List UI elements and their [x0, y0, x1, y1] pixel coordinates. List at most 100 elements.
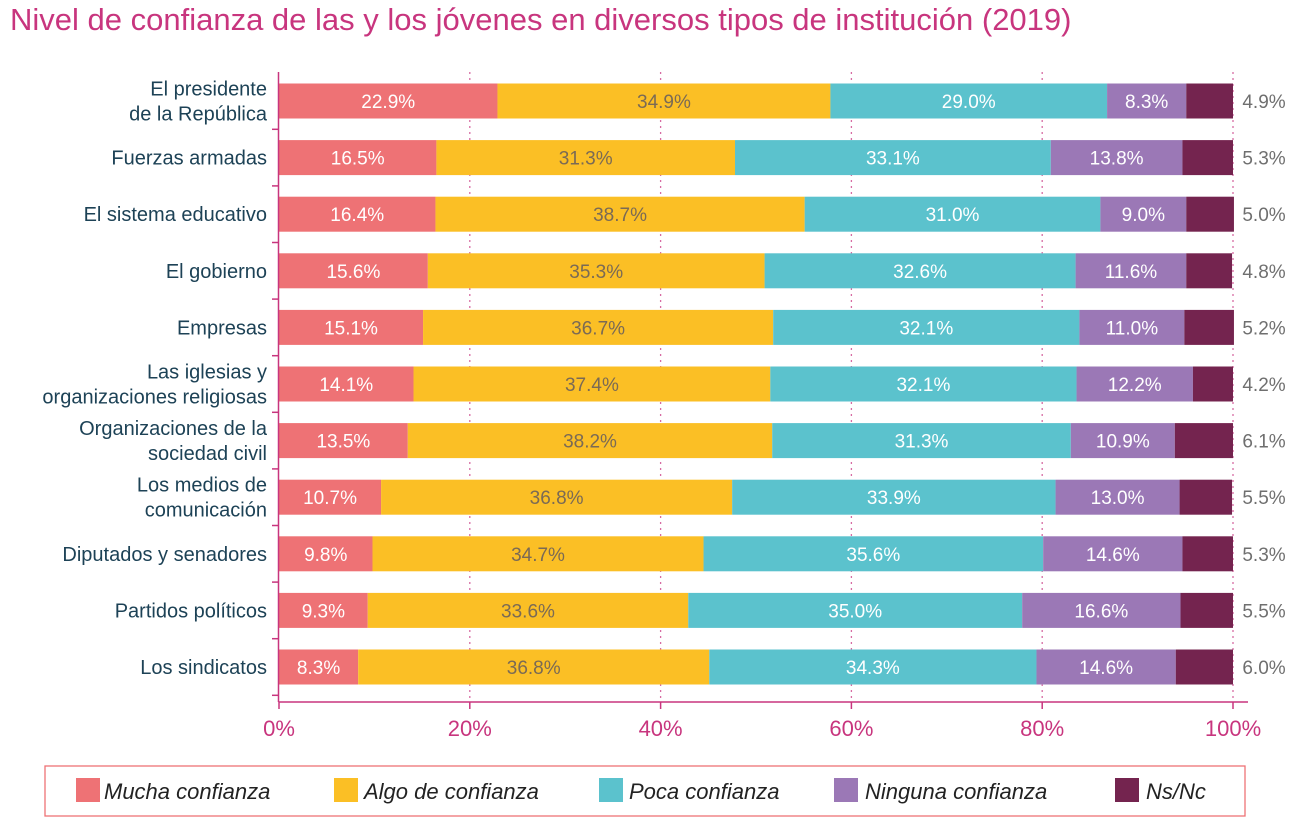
legend-label-mucha-confianza: Mucha confianza [104, 779, 270, 804]
x-tick-label: 100% [1205, 716, 1261, 741]
data-label: 38.7% [593, 205, 647, 226]
category-label: Partidos políticos [115, 600, 267, 622]
data-label: 14.6% [1086, 545, 1140, 566]
category-label: Empresas [177, 317, 267, 339]
data-label: 14.6% [1079, 658, 1133, 679]
bar-segment-poca-confianza [804, 196, 1101, 232]
bar-segment-poca-confianza [770, 366, 1077, 402]
data-label: 5.5% [1242, 488, 1285, 509]
data-label: 14.1% [319, 375, 373, 396]
bar-segment-algo-de-confianza [436, 140, 736, 176]
bar-segment-ns-nc [1180, 592, 1233, 628]
data-label: 15.6% [326, 262, 380, 283]
bar-segment-poca-confianza [764, 253, 1076, 289]
category-label: El sistema educativo [84, 204, 267, 226]
bar-segment-ns-nc [1182, 140, 1233, 176]
bar-segment-algo-de-confianza [423, 309, 774, 345]
legend-swatch-mucha-confianza [76, 778, 100, 802]
data-label: 32.1% [896, 375, 950, 396]
bar-segment-poca-confianza [703, 536, 1044, 572]
data-label: 5.3% [1242, 149, 1285, 170]
data-label: 4.8% [1242, 262, 1285, 283]
data-label: 13.8% [1090, 149, 1144, 170]
data-label: 16.5% [331, 149, 385, 170]
bar-segment-algo-de-confianza [358, 649, 710, 685]
data-label: 11.0% [1106, 318, 1159, 339]
category-label: Los sindicatos [140, 657, 267, 679]
legend-label-ns-nc: Ns/Nc [1146, 779, 1206, 804]
data-label: 5.0% [1242, 205, 1285, 226]
data-label: 37.4% [565, 375, 619, 396]
category-label: Diputados y senadores [62, 544, 267, 566]
bar-segment-poca-confianza [772, 423, 1071, 459]
bar-segment-ninguna-confianza [1076, 366, 1193, 402]
bar-segment-ns-nc [1184, 309, 1234, 345]
legend-box [44, 765, 1246, 817]
data-label: 31.3% [559, 149, 613, 170]
bar-segment-mucha-confianza [279, 479, 382, 515]
bar-segment-ninguna-confianza [1043, 536, 1183, 572]
data-label: 35.0% [828, 601, 882, 622]
data-label: 29.0% [942, 92, 996, 113]
bar-segment-ns-nc [1186, 83, 1233, 119]
data-label: 4.2% [1242, 375, 1285, 396]
x-tick-label: 60% [829, 716, 873, 741]
category-label: Los medios de [137, 475, 267, 497]
bar-segment-mucha-confianza [279, 140, 437, 176]
data-label: 36.8% [507, 658, 561, 679]
legend-label-poca-confianza: Poca confianza [629, 779, 779, 804]
legend: Mucha confianza Algo de confianza Poca con… [44, 765, 1246, 817]
data-label: 31.3% [895, 432, 949, 453]
bar-segment-ninguna-confianza [1070, 423, 1175, 459]
data-label: 9.0% [1122, 205, 1165, 226]
x-tick-label: 40% [639, 716, 683, 741]
data-label: 34.9% [637, 92, 691, 113]
bar-segment-ninguna-confianza [1100, 196, 1187, 232]
data-label: 34.3% [846, 658, 900, 679]
data-label: 8.3% [1125, 92, 1168, 113]
bar-segment-poca-confianza [688, 592, 1023, 628]
category-label: El presidente [150, 79, 267, 101]
data-label: 22.9% [361, 92, 415, 113]
x-tick-label: 80% [1020, 716, 1064, 741]
data-label: 5.5% [1242, 601, 1285, 622]
bars: 22.9% 34.9% 29.0% 8.3% 4.9% 16.5% 31.3% 33.1% 13… [279, 83, 1286, 685]
category-label: Organizaciones de la [79, 418, 268, 440]
data-label: 33.6% [501, 601, 555, 622]
bar-segment-ns-nc [1182, 536, 1233, 572]
bar-segment-ninguna-confianza [1050, 140, 1183, 176]
data-label: 32.1% [899, 318, 953, 339]
legend-swatch-ns-nc [1115, 778, 1139, 802]
data-label: 38.2% [563, 432, 617, 453]
data-label: 6.0% [1242, 658, 1285, 679]
category-label: organizaciones religiosas [42, 387, 267, 409]
legend-swatch-ninguna-confianza [834, 778, 858, 802]
bar-segment-mucha-confianza [279, 196, 436, 232]
data-label: 10.9% [1096, 432, 1150, 453]
bar-segment-mucha-confianza [279, 536, 373, 572]
data-label: 9.3% [302, 601, 345, 622]
bar-segment-mucha-confianza [279, 423, 408, 459]
data-label: 13.0% [1091, 488, 1145, 509]
data-label: 5.2% [1242, 318, 1285, 339]
bar-segment-ninguna-confianza [1107, 83, 1187, 119]
bar-segment-ns-nc [1175, 649, 1233, 685]
data-label: 6.1% [1242, 432, 1285, 453]
x-tick-label: 20% [448, 716, 492, 741]
category-label: Las iglesias y [147, 362, 267, 384]
bar-segment-algo-de-confianza [413, 366, 771, 402]
bar-segment-poca-confianza [735, 140, 1051, 176]
data-label: 33.1% [866, 149, 920, 170]
bar-segment-mucha-confianza [279, 253, 428, 289]
bar-segment-mucha-confianza [279, 366, 414, 402]
bar-segment-ninguna-confianza [1022, 592, 1181, 628]
data-label: 10.7% [303, 488, 357, 509]
category-label: El gobierno [166, 261, 267, 283]
data-label: 34.7% [511, 545, 565, 566]
bar-segment-ns-nc [1192, 366, 1233, 402]
legend-swatch-algo-de-confianza [334, 778, 358, 802]
bar-segment-algo-de-confianza [372, 536, 704, 572]
data-label: 16.6% [1074, 601, 1128, 622]
bar-segment-algo-de-confianza [367, 592, 689, 628]
